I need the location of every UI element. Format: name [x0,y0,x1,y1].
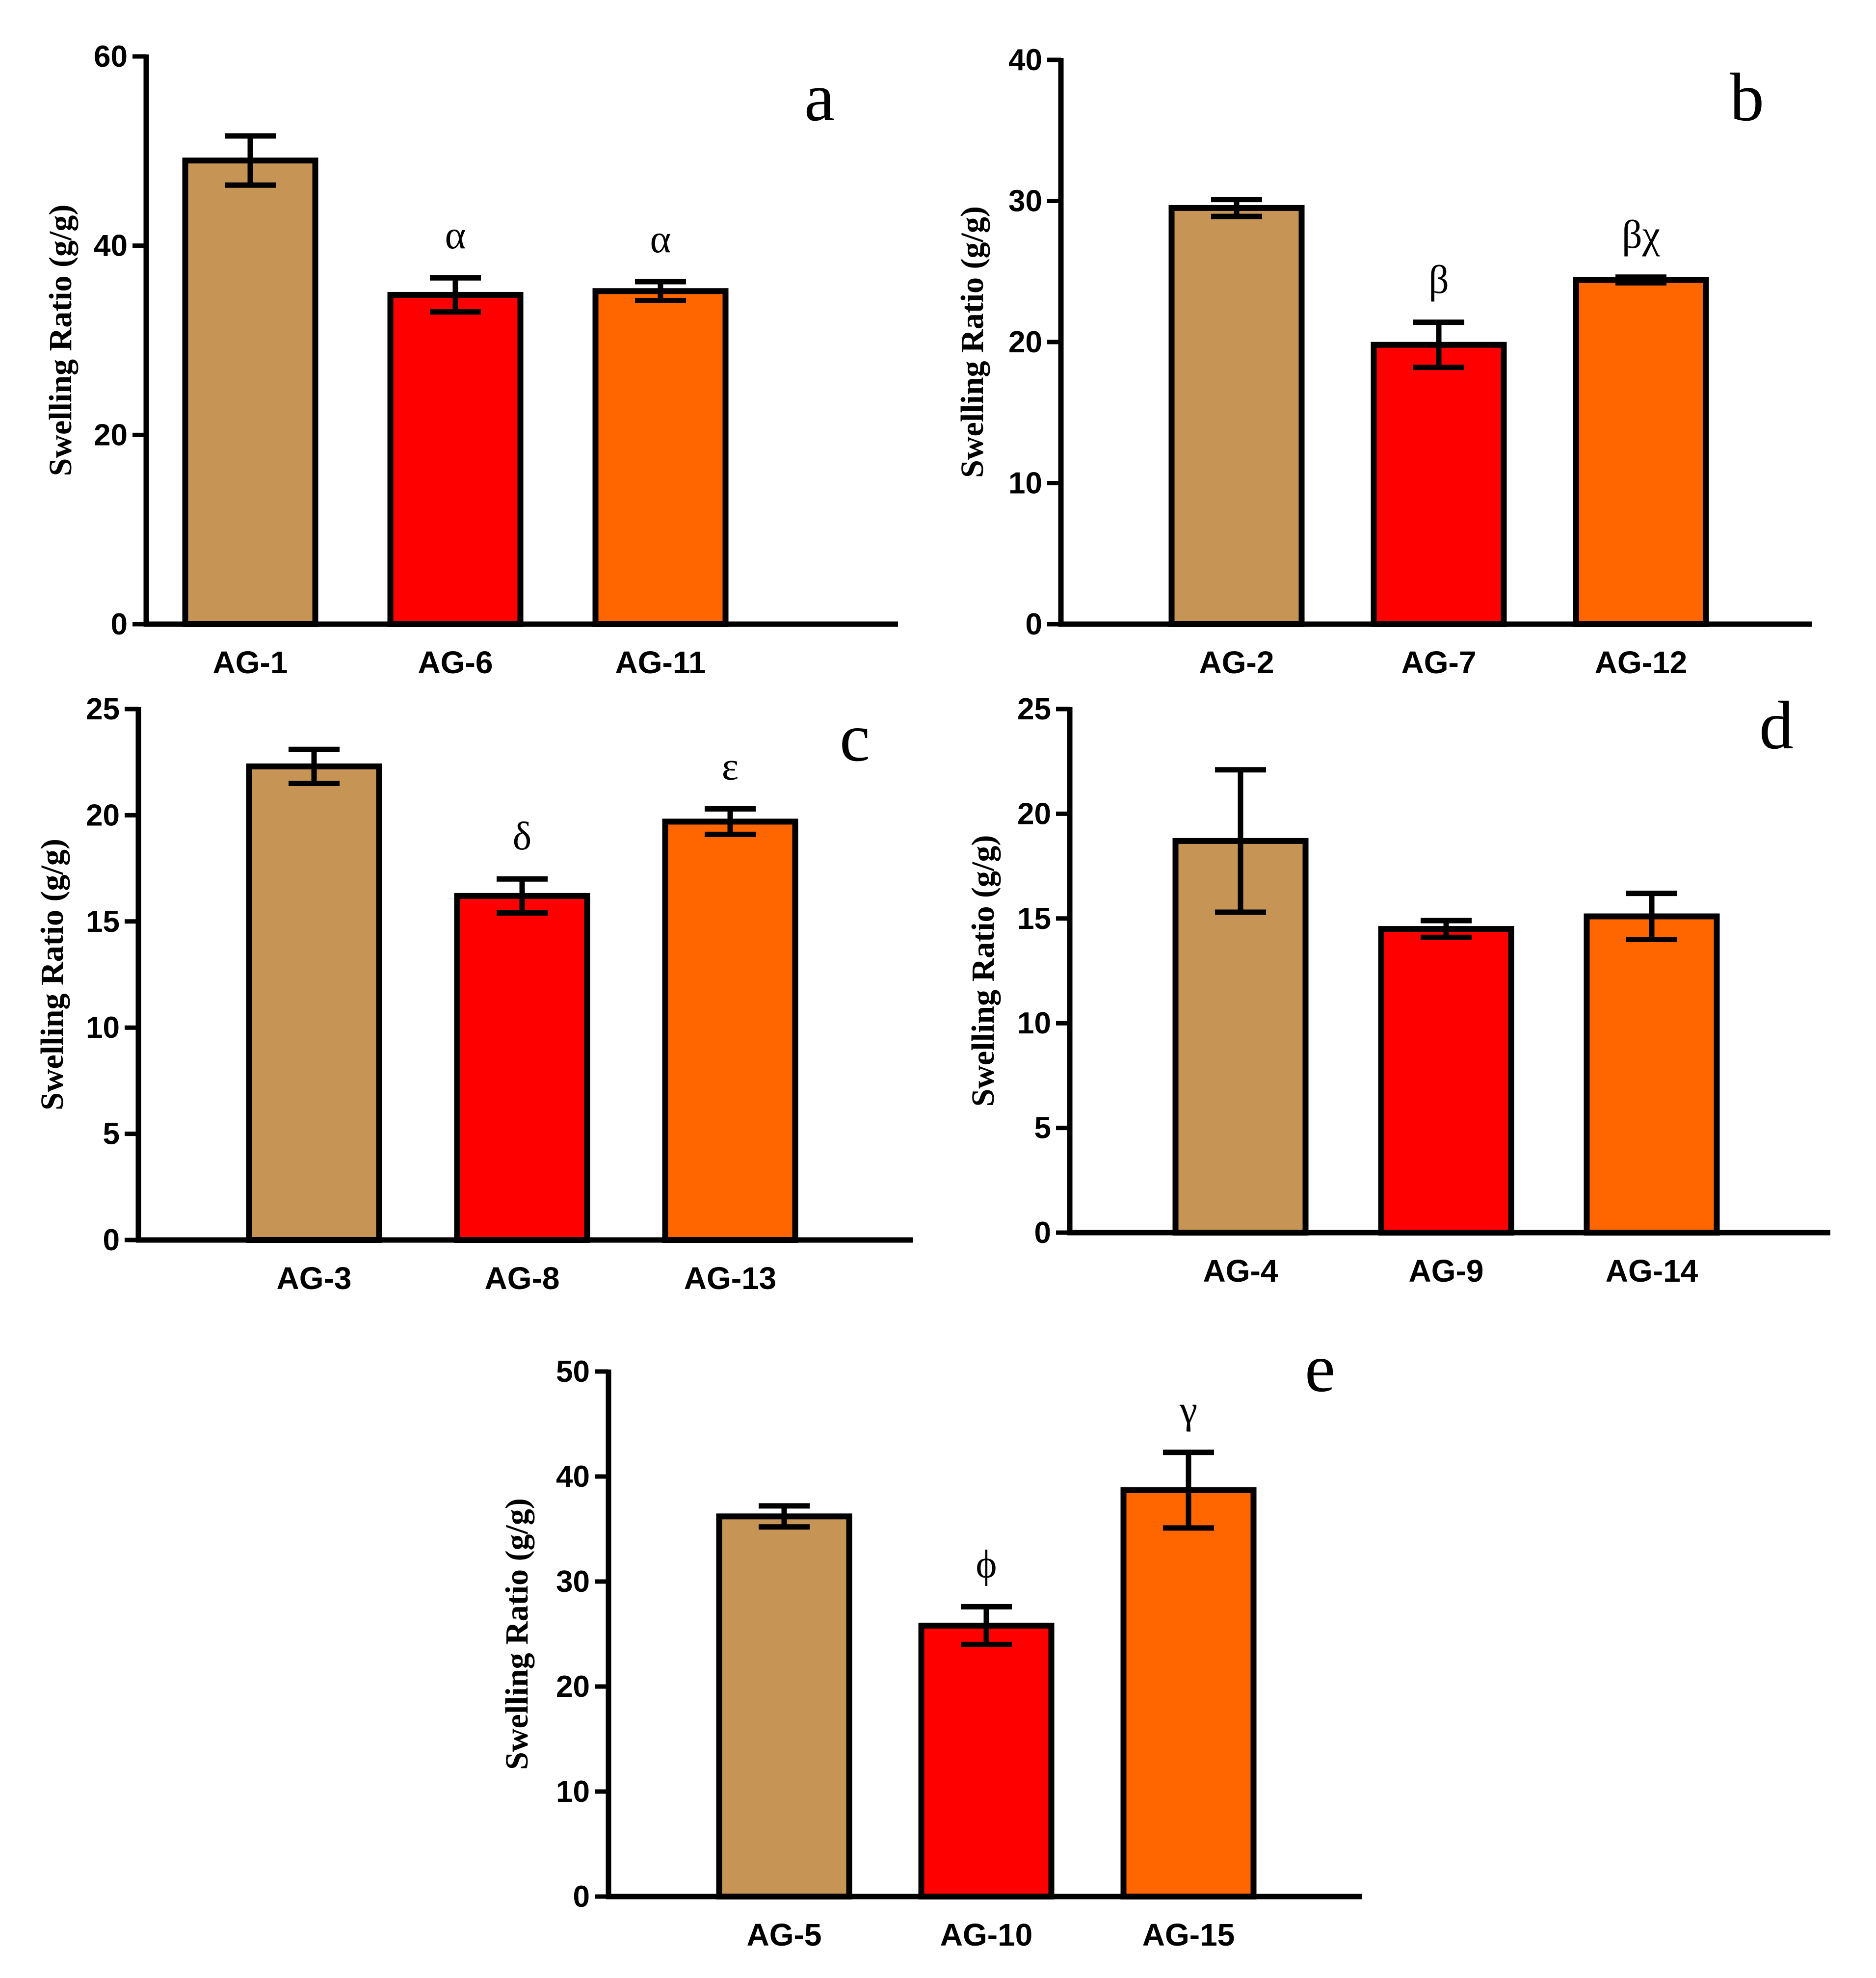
bar-ag-7 [1371,342,1507,627]
error-bar [1615,274,1666,286]
significance-annotation: δ [513,814,532,858]
y-tick-label: 10 [1017,1006,1051,1040]
error-bar [1413,319,1464,370]
significance-annotation: ϕ [976,1541,997,1586]
y-tick-label: 30 [556,1565,590,1599]
bar-ag-12 [1573,277,1709,627]
y-axis-label: Swelling Ratio (g/g) [965,835,1001,1107]
y-tick-label: 10 [86,1011,120,1045]
x-tick-label: AG-4 [1203,1253,1278,1289]
panel-letter: b [1730,59,1764,135]
significance-annotation: α [650,216,671,261]
x-tick-label: AG-3 [277,1261,352,1296]
significance-annotation: α [445,212,466,257]
error-bar [1163,1450,1214,1531]
y-tick-label: 15 [86,905,120,939]
y-tick-label: 0 [1026,607,1042,641]
error-bar [635,279,686,304]
chart-panel-e: 0 10 20 30 40 50 Swelling Ratio (g/g) e AG-5 AG-1… [499,1330,1362,1952]
error-bar [1211,197,1262,219]
error-bar [289,746,340,786]
bar-ag-11 [592,288,729,627]
panel-letter: d [1759,687,1794,764]
error-bar [1421,918,1472,940]
x-tick-label: AG-12 [1595,645,1688,680]
y-tick-label: 20 [1017,797,1051,831]
y-tick-label: 40 [1008,43,1042,77]
y-tick-label: 20 [556,1670,590,1704]
y-axis-label: Swelling Ratio (g/g) [499,1498,535,1770]
error-bar [430,275,481,315]
y-tick-label: 10 [556,1775,590,1809]
x-tick-label: AG-11 [615,645,706,680]
x-tick-label: AG-13 [684,1261,777,1296]
bar-ag-13 [662,818,798,1243]
error-bar [759,1503,810,1530]
bar-ag-5 [716,1513,852,1900]
chart-panel-a: 0 20 40 60 Swelling Ratio (g/g) a AG-1 AG-6 α AG-… [43,40,898,680]
bar-ag-1 [182,158,318,628]
bar-ag-10 [918,1622,1055,1899]
y-tick-label: 25 [1017,692,1051,726]
x-tick-label: AG-6 [418,645,493,680]
bar-ag-15 [1120,1487,1257,1900]
y-tick-label: 15 [1017,902,1051,936]
y-tick-label: 5 [103,1117,120,1151]
y-tick-label: 0 [111,607,128,641]
x-tick-label: AG-2 [1199,645,1274,680]
significance-annotation: β [1428,257,1449,302]
significance-annotation: γ [1179,1387,1197,1432]
chart-panel-d: 0 5 10 15 20 25 Swelling Ratio (g/g) d AG-4 AG-9 A… [965,687,1830,1289]
bar-ag-8 [454,893,590,1243]
error-bar [1215,767,1266,915]
y-axis-label: Swelling Ratio (g/g) [43,205,79,476]
error-bar [1626,891,1677,942]
y-tick-label: 20 [94,418,128,452]
bar-ag-3 [246,763,382,1243]
y-tick-label: 40 [556,1460,590,1494]
x-tick-label: AG-15 [1142,1917,1235,1952]
y-tick-label: 0 [1034,1216,1051,1250]
panel-letter: e [1305,1330,1335,1406]
y-tick-label: 40 [94,229,128,263]
x-tick-label: AG-8 [485,1261,560,1296]
y-tick-label: 0 [573,1880,590,1914]
significance-annotation: βχ [1622,212,1661,257]
bar-ag-9 [1378,926,1514,1236]
bar-ag-6 [387,291,524,627]
significance-annotation: ε [722,743,739,788]
y-tick-label: 50 [556,1355,590,1389]
error-bar [961,1604,1012,1647]
y-tick-label: 25 [86,692,120,726]
panel-letter: a [804,59,835,135]
y-tick-label: 20 [86,798,120,832]
y-axis-label: Swelling Ratio (g/g) [34,839,70,1110]
error-bar [705,806,756,837]
error-bar [225,133,276,188]
bar-ag-2 [1168,205,1305,627]
y-tick-label: 10 [1008,467,1042,501]
y-tick-label: 20 [1008,325,1042,359]
y-tick-label: 0 [103,1223,120,1257]
y-axis-label: Swelling Ratio (g/g) [954,206,990,478]
chart-panel-c: 0 5 10 15 20 25 Swelling Ratio (g/g) c AG-3 AG-8 δ… [34,692,913,1296]
x-tick-label: AG-10 [940,1917,1033,1952]
error-bar [497,876,548,916]
chart-panel-b: 0 10 20 30 40 Swelling Ratio (g/g) b AG-2 AG-7 β A… [954,43,1812,680]
y-tick-label: 60 [94,40,128,74]
x-tick-label: AG-9 [1409,1253,1484,1289]
bar-ag-14 [1584,913,1720,1236]
y-tick-label: 30 [1008,185,1042,218]
panel-letter: c [840,700,870,776]
x-tick-label: AG-14 [1606,1253,1698,1289]
y-tick-label: 5 [1034,1111,1051,1145]
x-tick-label: AG-5 [747,1917,822,1952]
x-tick-label: AG-7 [1401,645,1477,680]
x-tick-label: AG-1 [213,645,288,680]
